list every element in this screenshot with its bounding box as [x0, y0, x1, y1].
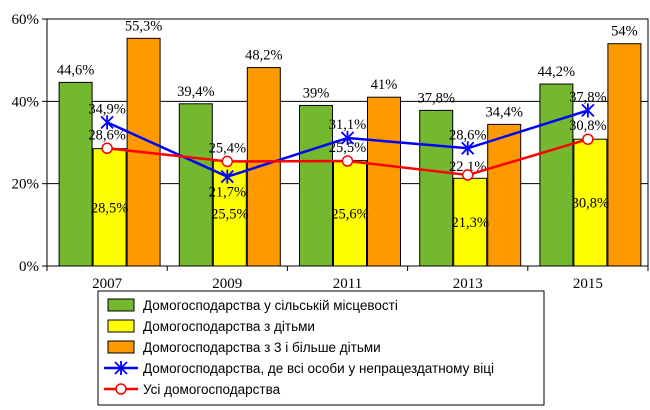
line-label-2011-line1: 31,1% — [329, 117, 366, 133]
bar-2015-s2 — [573, 138, 608, 267]
line-label-2007-line2: 28,6% — [88, 127, 125, 143]
point-2013-line2 — [461, 169, 474, 181]
bar-label-2007-s2: 28,5% — [91, 200, 128, 216]
legend-marker-star — [114, 361, 128, 375]
bar-2009-s3 — [246, 67, 281, 267]
bar-2013-s2 — [453, 177, 488, 267]
bar-2011-s2 — [333, 160, 367, 267]
bar-label-2015-s1: 44,2% — [538, 64, 575, 80]
legend-swatch-4 — [104, 361, 138, 375]
bar-label-2013-s3: 34,4% — [485, 104, 522, 120]
bar-label-2013-s2: 21,3% — [451, 215, 488, 231]
bar-label-2013-s1: 37,8% — [417, 90, 454, 106]
legend-label-4: Домогосподарства, де всі особи у непраце… — [143, 361, 494, 376]
x-tick-label-2011: 2011 — [333, 276, 362, 292]
x-tick-label-2013: 2013 — [453, 276, 483, 292]
line-label-2015-line1: 37,8% — [569, 89, 606, 105]
bar-label-2011-s3: 41% — [371, 77, 398, 93]
y-tick-label-0: 0% — [19, 259, 39, 275]
x-tick-label-2009: 2009 — [212, 276, 242, 292]
line-label-2013-line1: 28,6% — [449, 127, 486, 143]
legend-swatch-3 — [107, 340, 135, 354]
line-label-2009-line1: 21,7% — [209, 185, 246, 201]
legend-marker-circle — [115, 383, 127, 395]
legend — [97, 290, 545, 406]
y-tick-label-20: 20% — [12, 177, 40, 193]
line-label-2011-line2: 25,5% — [329, 140, 366, 156]
bar-label-2007-s1: 44,6% — [57, 62, 94, 78]
point-2009-line1 — [220, 169, 234, 184]
line-label-2009-line2: 25,4% — [209, 140, 246, 156]
bar-label-2015-s3: 54% — [611, 24, 638, 40]
bar-label-2009-s1: 39,4% — [177, 84, 214, 100]
y-tick-label-60: 60% — [12, 12, 40, 28]
line-label-2007-line1: 34,9% — [88, 101, 125, 117]
bar-label-2009-s3: 48,2% — [245, 48, 282, 64]
point-2011-line2 — [341, 155, 354, 167]
bar-2007-s1 — [58, 81, 93, 267]
legend-swatch-2 — [107, 319, 135, 333]
bar-label-2011-s1: 39% — [303, 85, 330, 101]
x-tick-label-2007: 2007 — [92, 276, 123, 292]
bar-label-2011-s2: 25,6% — [331, 206, 368, 222]
point-2009-line2 — [221, 155, 234, 168]
x-tick-label-2015: 2015 — [573, 276, 603, 292]
bar-2015-s3 — [607, 43, 642, 267]
legend-label-2: Домогосподарства з дітьми — [143, 319, 315, 334]
legend-label-3: Домогосподарства з 3 і більше дітьми — [143, 340, 381, 355]
legend-label-1: Домогосподарства у сільській місцевості — [143, 298, 398, 313]
y-tick-label-40: 40% — [12, 94, 40, 110]
point-2011-line1 — [340, 130, 355, 145]
legend-swatch-5 — [104, 383, 138, 395]
bar-label-2007-s3: 55,3% — [125, 18, 162, 34]
bar-2011-s3 — [367, 96, 401, 267]
point-2007-line2 — [101, 142, 113, 155]
bar-label-2015-s2: 30,8% — [572, 196, 609, 212]
point-2007-line1 — [100, 115, 114, 130]
bar-2009-s1 — [178, 103, 213, 267]
point-2015-line2 — [582, 133, 594, 145]
bar-2013-s1 — [419, 109, 454, 267]
bar-2011-s1 — [299, 104, 333, 267]
legend-swatch-1 — [107, 298, 135, 312]
bar-2013-s3 — [487, 123, 522, 267]
legend-label-5: Усі домогосподарства — [143, 382, 281, 397]
bar-2015-s1 — [539, 83, 574, 267]
point-2013-line1 — [461, 141, 475, 156]
line-label-2015-line2: 30,8% — [569, 118, 606, 134]
bar-label-2009-s2: 25,5% — [211, 207, 248, 223]
point-2015-line1 — [581, 103, 595, 118]
